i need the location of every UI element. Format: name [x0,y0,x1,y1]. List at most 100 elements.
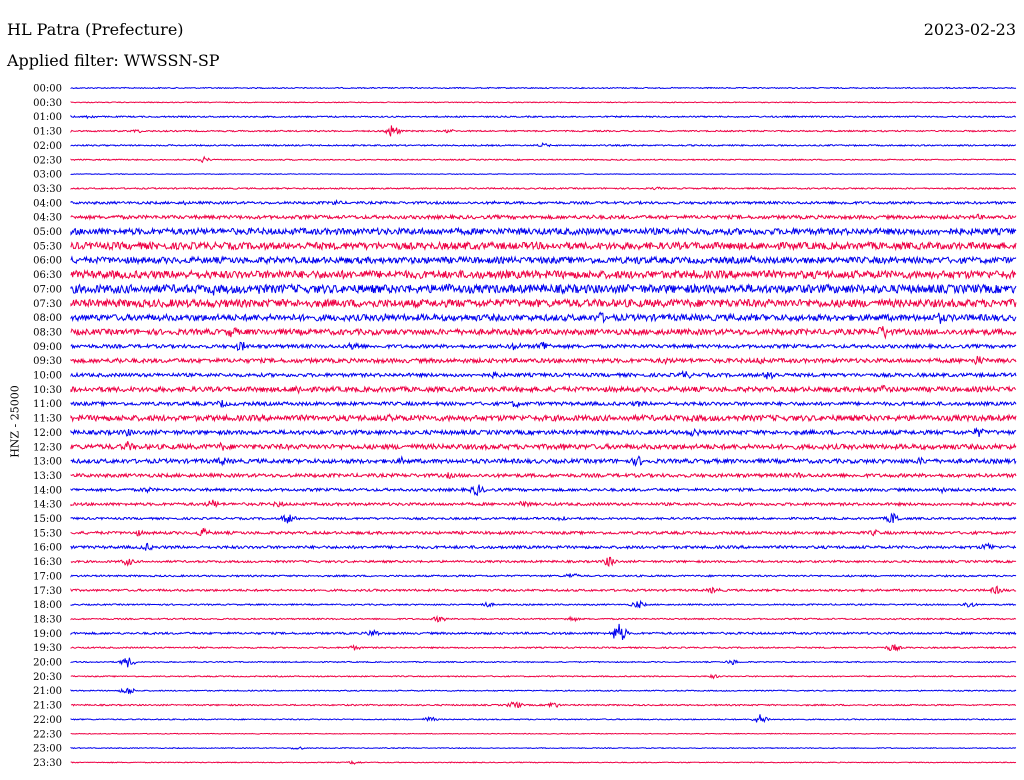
seismic-trace [70,623,1017,641]
seismic-trace [70,732,1017,735]
seismic-trace [70,341,1017,352]
seismic-trace [70,86,1017,90]
seismic-trace [70,556,1017,568]
seismic-trace [70,198,1017,206]
time-tick-label: 01:00 [33,112,62,123]
time-tick-label: 16:30 [33,557,62,568]
seismic-trace [70,673,1017,680]
seismic-trace [70,746,1017,751]
time-tick-label: 01:30 [33,127,62,138]
time-tick-label: 12:30 [33,442,62,453]
seismic-trace [70,400,1017,409]
seismic-trace [70,240,1017,252]
filter-label: Applied filter: WWSSN-SP [7,51,220,70]
seismic-trace [70,759,1017,765]
seismic-trace [70,585,1017,595]
seismic-trace [70,369,1017,380]
time-tick-label: 07:00 [33,284,62,295]
time-tick-label: 20:30 [33,672,62,683]
seismic-trace [70,101,1017,104]
seismic-trace [70,426,1017,438]
time-tick-label: 21:00 [33,686,62,697]
time-tick-label: 16:00 [33,543,62,554]
seismic-trace [70,413,1017,423]
time-tick-label: 22:30 [33,729,62,740]
seismic-trace [70,142,1016,148]
time-tick-label: 04:30 [33,213,62,224]
time-tick-label: 22:00 [33,715,62,726]
time-tick-label: 19:00 [33,629,62,640]
seismic-trace [70,355,1017,366]
time-tick-label: 18:30 [33,614,62,625]
time-tick-label: 02:30 [33,155,62,166]
seismic-trace [70,701,1016,709]
seismic-trace [70,186,1016,191]
seismic-trace [70,173,1017,176]
station-title: HL Patra (Prefecture) [7,20,184,39]
seismic-trace [70,512,1017,524]
seismic-trace [70,125,1017,137]
time-tick-label: 23:30 [33,758,62,769]
seismic-trace [70,614,1017,623]
time-tick-label: 14:30 [33,500,62,511]
time-tick-label: 06:00 [33,256,62,267]
time-tick-label: 06:30 [33,270,62,281]
time-tick-label: 08:30 [33,327,62,338]
time-tick-label: 09:30 [33,356,62,367]
seismic-trace [70,542,1017,551]
time-tick-label: 21:30 [33,701,62,712]
time-tick-label: 13:30 [33,471,62,482]
seismic-trace [70,572,1017,578]
time-tick-label: 15:00 [33,514,62,525]
seismic-trace [70,657,1017,668]
time-tick-label: 13:00 [33,457,62,468]
time-tick-label: 17:00 [33,571,62,582]
seismic-trace [70,714,1017,724]
seismic-trace [70,311,1017,324]
time-tick-label: 23:00 [33,744,62,755]
seismic-trace [70,643,1017,652]
time-tick-label: 09:00 [33,342,62,353]
seismic-trace [70,441,1017,452]
time-tick-label: 07:30 [33,299,62,310]
seismic-trace [70,297,1017,309]
time-tick-label: 11:00 [33,399,62,410]
time-tick-label: 18:00 [33,600,62,611]
seismic-trace [70,472,1017,480]
seismic-trace [70,114,1016,120]
seismic-trace [70,499,1017,509]
seismic-trace [70,282,1017,296]
time-tick-label: 10:00 [33,371,62,382]
time-tick-label: 11:30 [33,414,62,425]
seismic-trace [70,599,1017,609]
seismic-trace [70,687,1017,695]
seismic-trace [70,213,1017,221]
time-tick-label: 14:00 [33,485,62,496]
time-tick-label: 05:00 [33,227,62,238]
date-label: 2023-02-23 [923,20,1016,39]
time-tick-label: 05:30 [33,241,62,252]
time-tick-label: 03:30 [33,184,62,195]
time-tick-label: 04:00 [33,198,62,209]
seismic-trace [70,527,1017,537]
time-tick-label: 03:00 [33,170,62,181]
time-tick-label: 20:00 [33,658,62,669]
time-tick-label: 17:30 [33,586,62,597]
seismic-trace [70,326,1017,340]
seismic-trace [70,254,1017,266]
time-tick-label: 00:30 [33,98,62,109]
time-tick-label: 15:30 [33,528,62,539]
time-tick-label: 19:30 [33,643,62,654]
time-tick-label: 02:00 [33,141,62,152]
seismic-trace [70,484,1017,497]
seismic-trace [70,226,1017,237]
seismic-trace [70,268,1017,281]
time-tick-label: 10:30 [33,385,62,396]
time-tick-label: 12:00 [33,428,62,439]
seismic-trace [70,155,1017,164]
time-tick-label: 00:00 [33,84,62,95]
seismic-trace [70,384,1017,395]
time-tick-label: 08:00 [33,313,62,324]
seismic-trace [70,455,1017,467]
